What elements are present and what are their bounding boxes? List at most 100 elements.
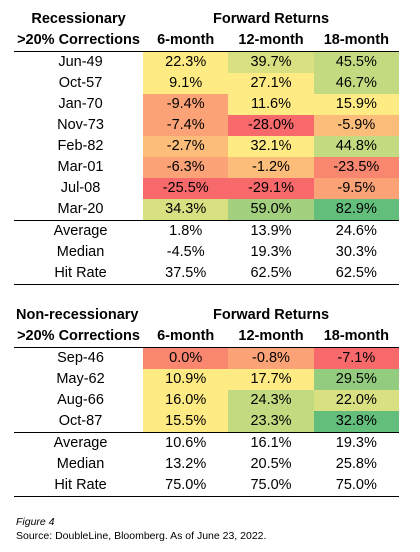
cell-value: 9.1% [143,73,229,94]
row-label: Jul-08 [60,180,101,196]
column-header: 6-month [143,30,229,52]
cell-value: 22.0% [313,390,399,411]
cell-value: -29.1% [228,178,314,199]
header-left-2: >20% Corrections [14,326,144,348]
cell-value: -6.3% [143,157,229,178]
cell-value: -7.4% [143,115,229,136]
summary-value: 19.3% [313,432,399,454]
summary-value: 75.0% [313,475,399,497]
cell-value: -23.5% [313,157,399,178]
summary-value: 13.2% [165,456,207,472]
summary-row: Hit Rate 37.5% 62.5% 62.5% [14,263,399,285]
row-label: Oct-57 [58,75,103,91]
summary-row: Average 1.8% 13.9% 24.6% [14,220,399,242]
cell-value: -28.0% [228,115,314,136]
header-row-2: >20% Corrections 6-month 12-month 18-mon… [14,326,399,348]
summary-value: 19.3% [250,244,292,260]
summary-value: 75.0% [143,475,229,497]
table-row: Feb-82 -2.7% 32.1% 44.8% [14,136,399,157]
cell-value: -2.7% [143,136,229,157]
cell-value: -0.8% [228,347,314,369]
summary-value: 25.8% [335,456,377,472]
table-row: Jul-08 -25.5% -29.1% -9.5% [14,178,399,199]
cell-value: -5.9% [313,115,399,136]
cell-value: 23.3% [228,411,314,433]
table-row: Jan-70 -9.4% 11.6% 15.9% [14,94,399,115]
cell-value: 27.1% [228,73,314,94]
cell-value: 11.6% [228,94,314,115]
table-row: Mar-01 -6.3% -1.2% -23.5% [14,157,399,178]
row-label: Mar-20 [57,201,104,217]
summary-row: Hit Rate 75.0% 75.0% 75.0% [14,475,399,497]
cell-value: 32.1% [228,136,314,157]
summary-label: Average [14,220,144,242]
cell-value: 17.7% [228,369,314,390]
table-row: Sep-46 0.0% -0.8% -7.1% [14,347,399,369]
table-row: Mar-20 34.3% 59.0% 82.9% [14,199,399,221]
cell-value: -25.5% [143,178,229,199]
cell-value: 46.7% [313,73,399,94]
cell-value: 34.3% [143,199,229,221]
row-label: Aug-66 [57,392,104,408]
header-row-2: >20% Corrections 6-month 12-month 18-mon… [14,30,399,52]
summary-value: 13.9% [228,220,314,242]
row-label: Mar-01 [57,159,104,175]
row-label: Nov-73 [57,117,104,133]
cell-value: 39.7% [228,51,314,73]
summary-label: Hit Rate [14,475,144,497]
cell-value: 10.9% [143,369,229,390]
summary-value: 16.1% [228,432,314,454]
cell-value: 15.9% [313,94,399,115]
cell-value: -9.4% [143,94,229,115]
column-header: 18-month [313,326,399,348]
summary-label: Hit Rate [14,263,144,285]
cell-value: 82.9% [313,199,399,221]
summary-value: 62.5% [228,263,314,285]
header-group: Forward Returns [213,307,330,323]
summary-label: Median [56,244,105,260]
source-note: Source: DoubleLine, Bloomberg. As of Jun… [16,530,267,542]
summary-value: 62.5% [313,263,399,285]
header-row-1: Recessionary Forward Returns [14,9,399,30]
table-row: Aug-66 16.0% 24.3% 22.0% [14,390,399,411]
row-label: Jun-49 [58,54,103,70]
figure-caption: Figure 4 [16,516,55,528]
summary-value: 75.0% [228,475,314,497]
header-left-1: Non-recessionary [16,307,139,323]
summary-value: -4.5% [166,244,205,260]
header-left-2: >20% Corrections [14,30,144,52]
row-label: Feb-82 [57,138,104,154]
cell-value: 16.0% [143,390,229,411]
header-group: Forward Returns [213,11,330,27]
summary-value: 10.6% [143,432,229,454]
column-header: 6-month [143,326,229,348]
summary-value: 30.3% [335,244,377,260]
cell-value: 0.0% [143,347,229,369]
summary-label: Average [14,432,144,454]
summary-row: Average 10.6% 16.1% 19.3% [14,432,399,454]
table-row: Oct-87 15.5% 23.3% 32.8% [14,411,399,433]
cell-value: 32.8% [313,411,399,433]
summary-label: Median [56,456,105,472]
summary-row: Median -4.5% 19.3% 30.3% [14,242,399,263]
summary-value: 1.8% [143,220,229,242]
summary-row: Median 13.2% 20.5% 25.8% [14,454,399,475]
table-row: Nov-73 -7.4% -28.0% -5.9% [14,115,399,136]
cell-value: 59.0% [228,199,314,221]
row-label: Oct-87 [58,413,103,429]
non-recessionary-table: Non-recessionary Forward Returns >20% Co… [14,305,399,497]
row-label: Jan-70 [58,96,103,112]
recessionary-table: Recessionary Forward Returns >20% Correc… [14,9,399,285]
column-header: 12-month [228,326,314,348]
cell-value: 22.3% [143,51,229,73]
cell-value: 29.5% [313,369,399,390]
column-header: 18-month [313,30,399,52]
cell-value: -9.5% [313,178,399,199]
cell-value: 44.8% [313,136,399,157]
cell-value: 45.5% [313,51,399,73]
cell-value: 15.5% [143,411,229,433]
header-row-1: Non-recessionary Forward Returns [14,305,399,326]
summary-value: 20.5% [250,456,292,472]
cell-value: 24.3% [228,390,314,411]
column-header: 12-month [228,30,314,52]
